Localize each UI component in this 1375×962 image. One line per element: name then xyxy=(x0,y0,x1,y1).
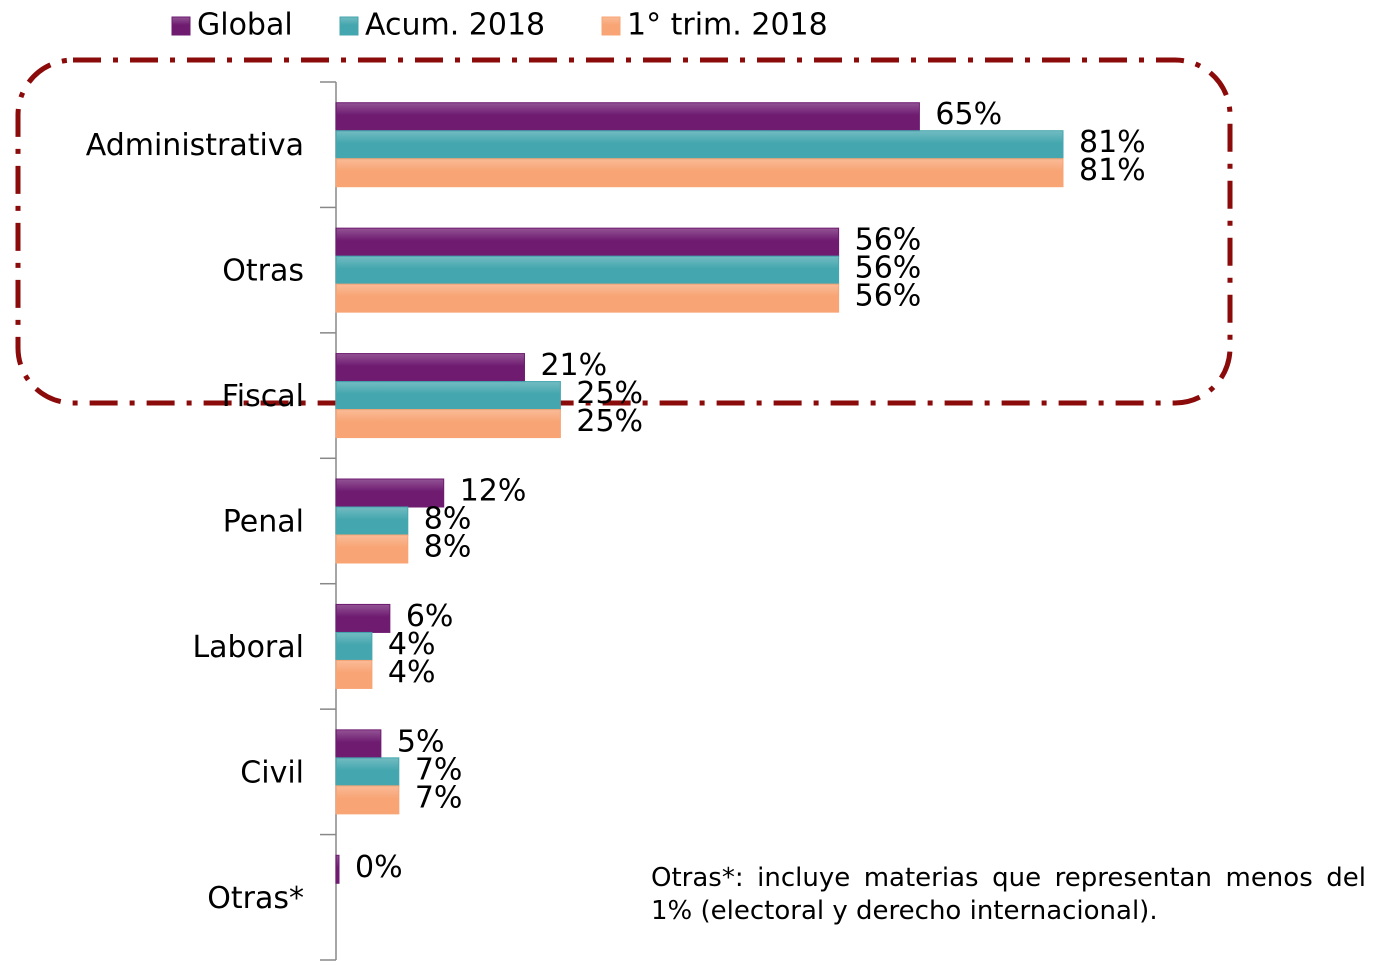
value-label: 8% xyxy=(424,502,472,537)
bar xyxy=(335,659,373,689)
bar xyxy=(335,757,400,787)
value-label: 0% xyxy=(355,850,403,885)
bar xyxy=(335,353,525,383)
bar xyxy=(335,729,382,759)
value-label: 7% xyxy=(415,752,463,787)
value-label: 8% xyxy=(424,530,472,565)
bar xyxy=(335,631,373,661)
category-label: Laboral xyxy=(192,630,304,665)
highlight-box xyxy=(15,57,1233,406)
value-label: 65% xyxy=(935,97,1002,132)
value-label: 56% xyxy=(855,279,922,314)
value-label: 81% xyxy=(1079,153,1146,188)
legend-swatch xyxy=(171,16,191,36)
legend-label: Global xyxy=(197,8,293,43)
value-label: 56% xyxy=(855,251,922,286)
value-label: 25% xyxy=(576,404,643,439)
footnote: Otras*: incluye materias que representan… xyxy=(651,863,1366,926)
value-label: 4% xyxy=(388,627,436,662)
bar xyxy=(335,506,409,536)
category-label: Otras xyxy=(222,254,304,289)
bar xyxy=(335,381,561,411)
value-label: 56% xyxy=(855,223,922,258)
legend-label: Acum. 2018 xyxy=(365,8,545,43)
bar xyxy=(335,102,920,132)
value-label: 12% xyxy=(460,474,527,509)
legend-swatch xyxy=(601,16,621,36)
bar xyxy=(335,283,840,313)
category-label: Civil xyxy=(240,755,304,790)
legend-swatch xyxy=(339,16,359,36)
category-label: Fiscal xyxy=(222,379,304,414)
bar xyxy=(335,409,561,439)
bar xyxy=(335,227,840,257)
value-label: 25% xyxy=(576,376,643,411)
category-label: Administrativa xyxy=(86,128,304,163)
bar xyxy=(335,785,400,815)
value-label: 4% xyxy=(388,655,436,690)
bar xyxy=(335,158,1064,188)
bar xyxy=(335,603,391,633)
value-label: 5% xyxy=(397,724,445,759)
value-label: 81% xyxy=(1079,125,1146,160)
value-label: 7% xyxy=(415,780,463,815)
category-label: Penal xyxy=(223,505,304,540)
value-label: 6% xyxy=(406,599,454,634)
bar xyxy=(335,255,840,285)
bar xyxy=(335,130,1064,160)
value-label: 21% xyxy=(540,348,607,383)
bar xyxy=(335,854,340,884)
bar xyxy=(335,534,409,564)
category-label: Otras* xyxy=(207,881,304,916)
legend-label: 1° trim. 2018 xyxy=(627,8,828,43)
